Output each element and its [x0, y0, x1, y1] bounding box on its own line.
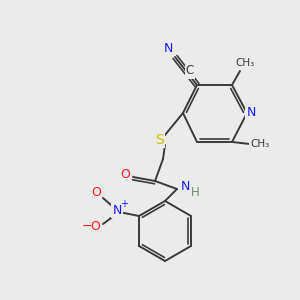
Text: N: N [163, 43, 173, 56]
Text: S: S [156, 133, 164, 147]
Text: N: N [112, 203, 122, 217]
Text: CH₃: CH₃ [250, 139, 270, 149]
Text: O: O [91, 187, 101, 200]
Text: CH₃: CH₃ [236, 58, 255, 68]
Text: +: + [120, 199, 128, 209]
Text: O: O [120, 169, 130, 182]
Text: N: N [246, 106, 256, 119]
Text: N: N [180, 181, 190, 194]
Text: −: − [82, 220, 92, 232]
Text: H: H [190, 187, 200, 200]
Text: C: C [186, 64, 194, 77]
Text: O: O [90, 220, 100, 232]
